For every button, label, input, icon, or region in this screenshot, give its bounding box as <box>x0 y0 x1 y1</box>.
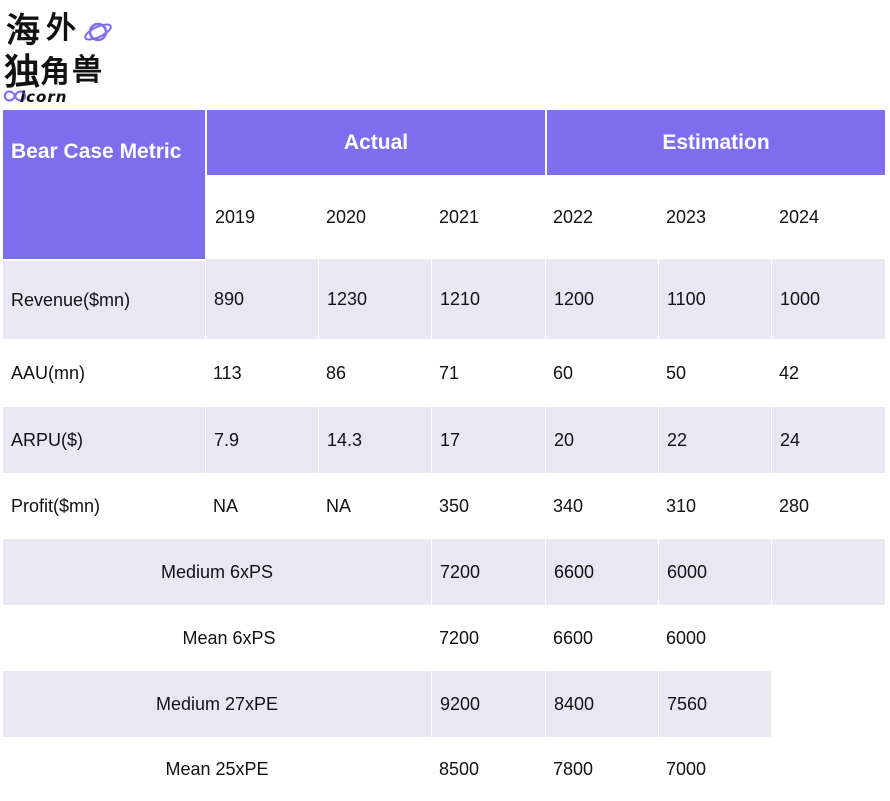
row-label: Profit($mn) <box>3 473 205 539</box>
row-label: Revenue($mn) <box>3 259 205 339</box>
valuation-row: Mean 6xPS 7200 6600 6000 <box>3 605 885 671</box>
row-label: AAU(mn) <box>3 339 205 407</box>
value-cell: 9200 <box>431 671 545 737</box>
value-cell: 7200 <box>431 539 545 605</box>
valuation-row: Mean 25xPE 8500 7800 7000 <box>3 737 885 801</box>
value-cell: 17 <box>431 407 545 473</box>
valuation-label: Medium 27xPE <box>3 671 431 737</box>
valuation-label: Mean 25xPE <box>3 737 431 801</box>
planet-icon <box>84 22 112 42</box>
bear-case-table: Bear Case Metric Actual Estimation 2019 … <box>3 110 885 801</box>
value-cell <box>771 539 885 605</box>
value-cell: 7.9 <box>205 407 318 473</box>
logo-char-shou: 兽 <box>72 53 102 88</box>
valuation-row: Medium 27xPE 9200 8400 7560 <box>3 671 885 737</box>
value-cell: 1230 <box>318 259 431 339</box>
valuation-row: Medium 6xPS 7200 6600 6000 <box>3 539 885 605</box>
value-cell: NA <box>205 473 318 539</box>
logo-char-hai: 海 <box>6 11 40 51</box>
logo-char-wai: 外 <box>46 11 76 46</box>
value-cell: 6000 <box>658 539 771 605</box>
value-cell: 20 <box>545 407 658 473</box>
year-cell: 2024 <box>771 175 885 259</box>
year-cell: 2021 <box>431 175 545 259</box>
value-cell: 350 <box>431 473 545 539</box>
value-cell: NA <box>318 473 431 539</box>
value-cell: 71 <box>431 339 545 407</box>
table-row: Profit($mn) NA NA 350 340 310 280 <box>3 473 885 539</box>
value-cell: 22 <box>658 407 771 473</box>
table-row: AAU(mn) 113 86 71 60 50 42 <box>3 339 885 407</box>
value-cell: 1000 <box>771 259 885 339</box>
value-cell: 8400 <box>545 671 658 737</box>
year-cell: 2019 <box>205 175 318 259</box>
value-cell: 6600 <box>545 539 658 605</box>
value-cell: 340 <box>545 473 658 539</box>
valuation-label: Medium 6xPS <box>3 539 431 605</box>
value-cell: 1210 <box>431 259 545 339</box>
value-cell: 6000 <box>658 605 771 671</box>
value-cell: 14.3 <box>318 407 431 473</box>
value-cell: 7560 <box>658 671 771 737</box>
row-label: ARPU($) <box>3 407 205 473</box>
value-cell: 890 <box>205 259 318 339</box>
value-cell: 7800 <box>545 737 658 801</box>
table-row: ARPU($) 7.9 14.3 17 20 22 24 <box>3 407 885 473</box>
logo-char-jiao: 角 <box>40 55 70 90</box>
year-cell: 2022 <box>545 175 658 259</box>
valuation-label: Mean 6xPS <box>3 605 431 671</box>
value-cell: 113 <box>205 339 318 407</box>
metric-header: Bear Case Metric <box>3 110 205 259</box>
value-cell: 86 <box>318 339 431 407</box>
actual-header: Actual <box>205 110 545 175</box>
brand-logo: 海 外 独 角 兽 icorn <box>2 4 114 106</box>
year-cell: 2020 <box>318 175 431 259</box>
value-cell: 280 <box>771 473 885 539</box>
value-cell: 50 <box>658 339 771 407</box>
value-cell: 7200 <box>431 605 545 671</box>
logo-char-du: 独 <box>4 52 40 93</box>
value-cell: 42 <box>771 339 885 407</box>
value-cell: 60 <box>545 339 658 407</box>
value-cell: 310 <box>658 473 771 539</box>
value-cell: 8500 <box>431 737 545 801</box>
value-cell: 6600 <box>545 605 658 671</box>
year-cell: 2023 <box>658 175 771 259</box>
table-row: Revenue($mn) 890 1230 1210 1200 1100 100… <box>3 259 885 339</box>
value-cell: 1200 <box>545 259 658 339</box>
value-cell: 24 <box>771 407 885 473</box>
infinity-icon <box>3 90 27 102</box>
logo-wordmark: icorn <box>20 88 68 106</box>
year-row: 2019 2020 2021 2022 2023 2024 <box>3 175 885 259</box>
value-cell: 7000 <box>658 737 771 801</box>
value-cell: 1100 <box>658 259 771 339</box>
estimation-header: Estimation <box>545 110 885 175</box>
header-row: Bear Case Metric Actual Estimation <box>3 110 885 259</box>
